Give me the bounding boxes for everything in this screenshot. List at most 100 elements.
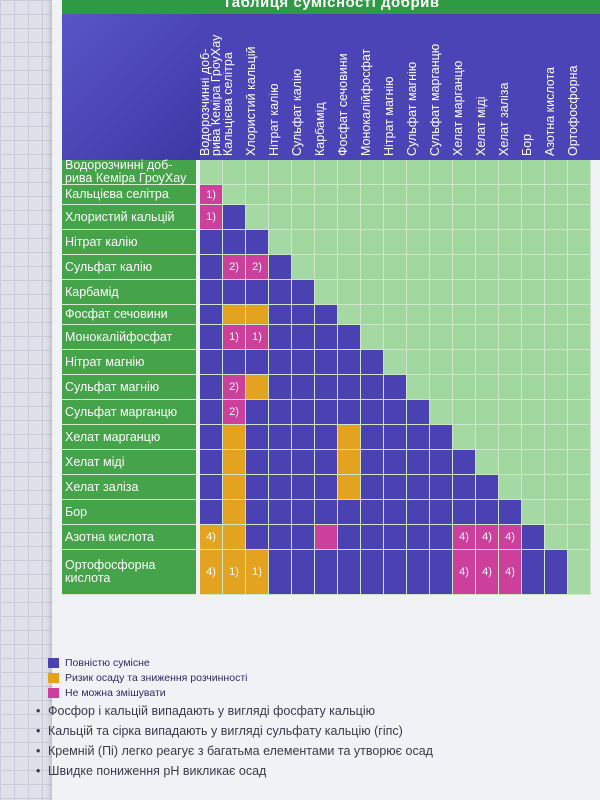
grid-cell xyxy=(384,400,407,425)
grid-cell xyxy=(522,350,545,375)
cell-note-mark: 2) xyxy=(252,261,262,273)
grid-cell xyxy=(430,475,453,500)
grid-cell xyxy=(499,450,522,475)
grid-cell xyxy=(246,230,269,255)
row-label: Фосфат сечовини xyxy=(62,305,196,325)
grid-cell xyxy=(430,305,453,325)
grid-cell xyxy=(568,500,591,525)
grid-cell xyxy=(499,255,522,280)
grid-cell xyxy=(292,425,315,450)
note-text: Фосфор і кальцій випадають у вигляді фос… xyxy=(48,704,375,718)
grid-cell xyxy=(292,400,315,425)
grid-cell xyxy=(338,350,361,375)
grid-cell xyxy=(522,500,545,525)
grid-cell xyxy=(453,350,476,375)
grid-cell xyxy=(361,550,384,595)
grid-cell xyxy=(200,280,223,305)
grid-cell xyxy=(384,255,407,280)
bullet-icon: • xyxy=(36,744,41,758)
cell-note-mark: 4) xyxy=(482,566,492,578)
grid-cell xyxy=(568,400,591,425)
grid-cell xyxy=(407,475,430,500)
grid-cell xyxy=(223,525,246,550)
grid-cell xyxy=(545,305,568,325)
grid-cell xyxy=(246,205,269,230)
grid-cell xyxy=(407,255,430,280)
column-label: Хелат міді xyxy=(476,96,488,157)
grid-cell xyxy=(476,425,499,450)
grid-cell xyxy=(545,525,568,550)
grid-cell xyxy=(223,475,246,500)
grid-cell xyxy=(430,450,453,475)
grid-cell xyxy=(269,500,292,525)
grid-cell xyxy=(361,280,384,305)
grid-cell xyxy=(361,205,384,230)
grid-cell xyxy=(361,425,384,450)
grid-cell xyxy=(476,185,499,205)
grid-cell xyxy=(246,475,269,500)
grid-cell xyxy=(361,185,384,205)
legend-swatch-risk xyxy=(48,673,59,683)
grid-cell: 1) xyxy=(246,325,269,350)
grid-cell xyxy=(476,450,499,475)
grid-cell xyxy=(384,280,407,305)
grid-cell xyxy=(223,185,246,205)
column-label: Кальцієва селітра xyxy=(223,52,235,156)
grid-cell xyxy=(499,280,522,305)
grid-cell xyxy=(223,205,246,230)
grid-cell xyxy=(545,230,568,255)
grid-cell xyxy=(269,280,292,305)
grid-cell xyxy=(545,185,568,205)
legend-swatch-compatible xyxy=(48,658,59,668)
grid-cell xyxy=(361,230,384,255)
grid-cell xyxy=(338,550,361,595)
grid-cell xyxy=(407,160,430,185)
grid-cell xyxy=(246,185,269,205)
grid-cell xyxy=(361,350,384,375)
grid-cell xyxy=(522,325,545,350)
grid-cell xyxy=(453,450,476,475)
grid-cell xyxy=(315,185,338,205)
grid-cell xyxy=(545,475,568,500)
grid-cell xyxy=(568,525,591,550)
note-item: • Кремній (Пі) легко реагує з багатьма ел… xyxy=(36,744,433,758)
grid-cell xyxy=(384,500,407,525)
column-label: Хлористий кальцій xyxy=(246,46,258,157)
row-label: Хелат марганцю xyxy=(62,425,196,450)
grid-cell xyxy=(246,305,269,325)
grid-cell xyxy=(407,525,430,550)
legend-item-incompatible: Не можна змішувати xyxy=(48,687,166,699)
grid-cell xyxy=(361,325,384,350)
grid-cell xyxy=(338,400,361,425)
grid-cell xyxy=(522,185,545,205)
grid-cell xyxy=(361,160,384,185)
grid-cell xyxy=(200,350,223,375)
grid-cell xyxy=(407,280,430,305)
grid-cell: 2) xyxy=(223,375,246,400)
cell-note-mark: 2) xyxy=(229,261,239,273)
grid-cell xyxy=(499,185,522,205)
note-item: • Фосфор і кальцій випадають у вигляді фо… xyxy=(36,704,375,718)
grid-cell xyxy=(568,475,591,500)
column-label: Бор xyxy=(522,133,534,156)
cell-note-mark: 1) xyxy=(252,331,262,343)
grid-cell xyxy=(246,425,269,450)
grid-cell xyxy=(545,550,568,595)
grid-cell xyxy=(315,500,338,525)
grid-cell xyxy=(269,255,292,280)
grid-cell: 1) xyxy=(200,185,223,205)
grid-cell xyxy=(407,400,430,425)
grid-cell xyxy=(407,325,430,350)
row-label: Водорозчинні доб- рива Кеміра ГроуХау xyxy=(62,159,196,185)
grid-cell xyxy=(453,205,476,230)
grid-cell xyxy=(338,255,361,280)
grid-cell xyxy=(292,185,315,205)
grid-cell xyxy=(223,350,246,375)
legend-item-risk: Ризик осаду та зниження розчинності xyxy=(48,672,247,684)
grid-cell xyxy=(292,280,315,305)
grid-cell xyxy=(568,425,591,450)
grid-cell xyxy=(430,160,453,185)
grid-cell xyxy=(200,450,223,475)
grid-cell xyxy=(269,425,292,450)
grid-cell xyxy=(476,305,499,325)
